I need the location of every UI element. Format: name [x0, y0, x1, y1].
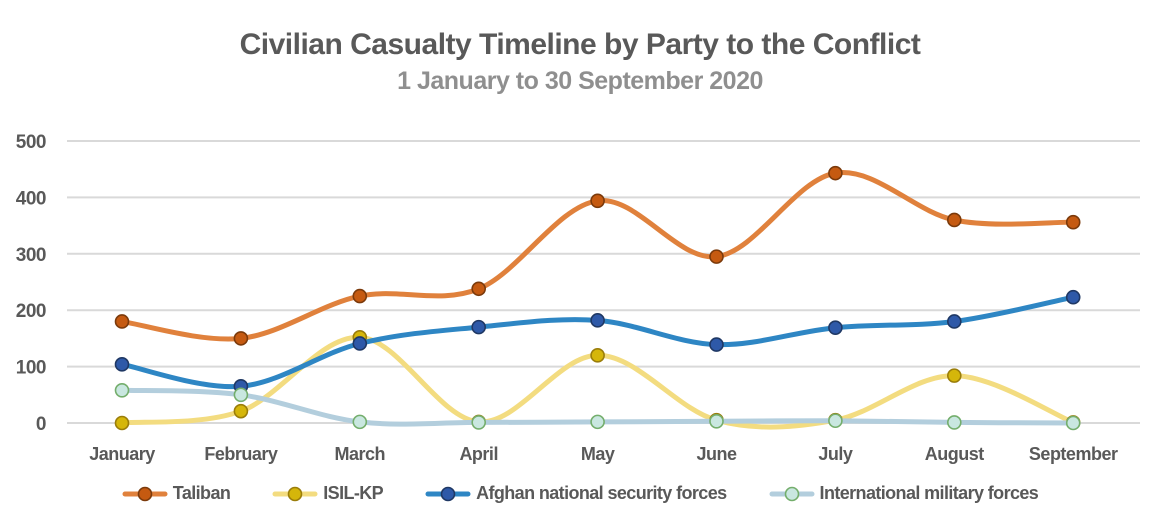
data-point-taliban — [1065, 214, 1081, 230]
y-tick-label: 500 — [16, 132, 46, 153]
data-point-taliban — [114, 314, 130, 329]
legend-swatch-icon — [769, 486, 815, 501]
legend-marker-icon — [287, 486, 303, 501]
data-point-taliban — [709, 249, 724, 264]
legend-swatch-icon — [272, 486, 318, 501]
data-point-international-military-forces — [709, 414, 724, 429]
x-tick-label-february: February — [204, 444, 278, 464]
data-point-international-military-forces — [590, 414, 605, 430]
series-taliban — [114, 165, 1081, 346]
legend-item-isil-kp: ISIL-KP — [272, 483, 384, 504]
legend-label: Taliban — [172, 483, 231, 503]
data-point-international-military-forces — [114, 382, 130, 398]
series-international-military-forces — [114, 382, 1081, 431]
legend-marker-icon — [137, 486, 153, 501]
data-point-afghan-national-security-forces — [471, 319, 487, 335]
legend-marker-icon — [784, 486, 799, 501]
x-tick-label-september: September — [1029, 444, 1118, 464]
x-tick-label-april: April — [459, 444, 498, 464]
data-point-international-military-forces — [352, 414, 368, 430]
data-point-international-military-forces — [471, 415, 487, 430]
data-point-afghan-national-security-forces — [114, 357, 130, 372]
y-tick-label: 200 — [16, 301, 46, 322]
data-point-taliban — [352, 288, 368, 304]
legend-label: Afghan national security forces — [476, 483, 727, 503]
data-point-international-military-forces — [946, 415, 962, 430]
y-tick-label: 400 — [16, 188, 46, 209]
legend-swatch-icon — [122, 486, 168, 501]
y-tick-label: 0 — [36, 414, 46, 435]
y-tick-label: 100 — [16, 358, 46, 379]
x-tick-label-march: March — [335, 444, 386, 464]
data-point-taliban — [590, 193, 605, 209]
legend-item-international-military-forces: International military forces — [769, 483, 1039, 504]
series-afghan-national-security-forces — [114, 289, 1081, 394]
legend-marker-icon — [440, 486, 456, 501]
legend-label: ISIL-KP — [323, 483, 384, 503]
x-tick-label-january: January — [89, 444, 155, 464]
y-axis-labels: 0 100 200 300 400 500 — [16, 132, 47, 435]
data-point-isil-kp — [946, 368, 962, 383]
x-axis-labels: January February March April May June July Augu… — [89, 444, 1118, 464]
data-point-international-military-forces — [233, 387, 249, 403]
x-tick-label-july: July — [818, 444, 853, 464]
data-point-afghan-national-security-forces — [828, 320, 843, 335]
x-tick-label-may: May — [581, 444, 615, 464]
data-point-isil-kp — [114, 415, 130, 431]
data-point-isil-kp — [590, 348, 605, 363]
data-point-international-military-forces — [828, 413, 843, 429]
legend-swatch-icon — [425, 486, 471, 501]
data-point-taliban — [471, 281, 487, 297]
legend: Taliban ISIL-KP Afghan national security f… — [0, 483, 1160, 504]
x-tick-label-august: August — [925, 444, 984, 464]
y-tick-label: 300 — [16, 245, 46, 266]
x-tick-label-june: June — [696, 444, 737, 464]
data-point-afghan-national-security-forces — [946, 314, 962, 329]
legend-item-afghan-national-security-forces: Afghan national security forces — [425, 483, 727, 504]
data-point-afghan-national-security-forces — [352, 336, 368, 351]
data-point-afghan-national-security-forces — [590, 313, 605, 328]
data-point-afghan-national-security-forces — [1065, 289, 1081, 305]
chart-subtitle: 1 January to 30 September 2020 — [397, 67, 763, 95]
legend-label: International military forces — [819, 483, 1039, 503]
legend-item-taliban: Taliban — [122, 483, 231, 504]
data-point-taliban — [828, 165, 843, 181]
chart-title: Civilian Casualty Timeline by Party to t… — [239, 28, 921, 61]
data-point-taliban — [946, 212, 962, 228]
data-point-taliban — [233, 331, 249, 346]
data-point-isil-kp — [233, 403, 249, 419]
data-point-afghan-national-security-forces — [709, 337, 724, 352]
data-point-international-military-forces — [1065, 415, 1081, 431]
